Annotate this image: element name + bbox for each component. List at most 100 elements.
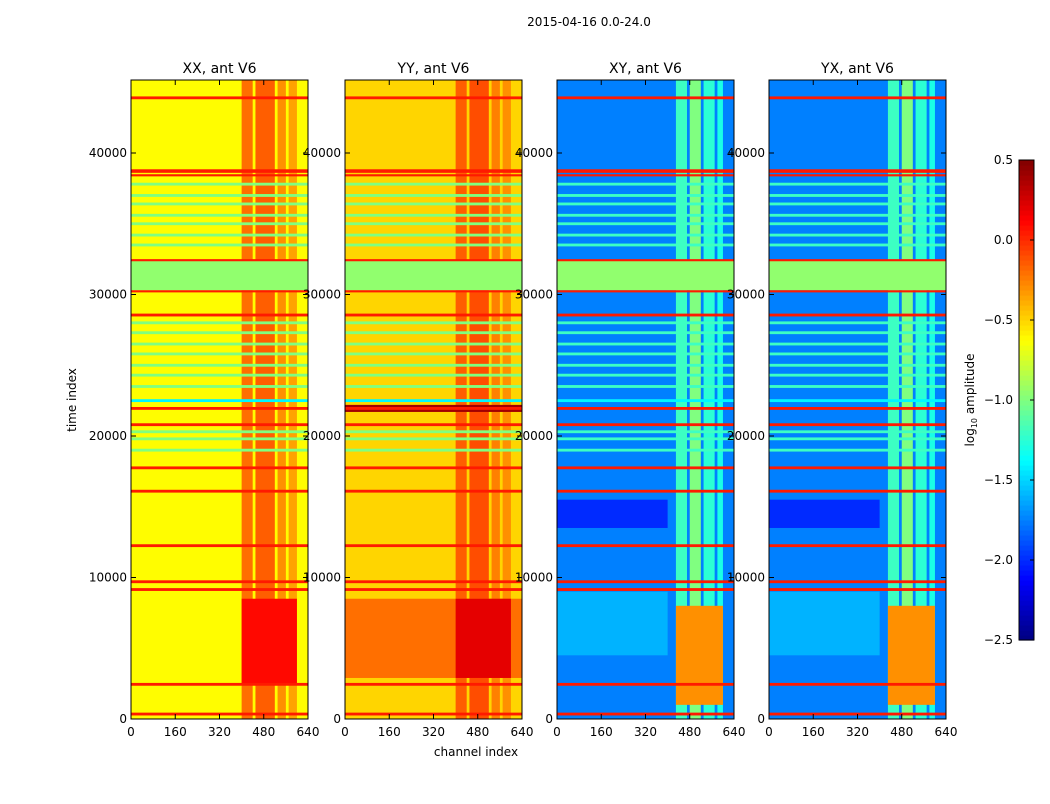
colorbar-segment [1019, 325, 1034, 331]
colorbar-segment [1019, 270, 1034, 276]
time-band [131, 399, 308, 403]
colorbar-segment [1019, 550, 1034, 556]
colorbar-segment [1019, 435, 1034, 441]
colorbar-segment [1019, 380, 1034, 386]
colorbar-segment [1019, 620, 1034, 626]
colorbar-segment [1019, 430, 1034, 436]
x-tick-label: 320 [634, 725, 657, 739]
colorbar-segment [1019, 315, 1034, 321]
time-band [557, 260, 734, 291]
time-band [769, 213, 946, 217]
time-band [769, 260, 946, 291]
colorbar-segment [1019, 220, 1034, 226]
y-axis-label: time index [65, 368, 79, 432]
time-band [131, 169, 308, 173]
time-band [557, 222, 734, 226]
time-band [345, 423, 522, 427]
colorbar-segment [1019, 500, 1034, 506]
colorbar-segment [1019, 595, 1034, 601]
y-tick-label: 40000 [303, 146, 341, 160]
time-band [131, 682, 308, 686]
colorbar-segment [1019, 540, 1034, 546]
time-band [557, 169, 734, 173]
time-band [131, 96, 308, 100]
time-band [557, 588, 734, 591]
time-band [769, 385, 946, 388]
colorbar-segment [1019, 570, 1034, 576]
heatmap-block [557, 499, 668, 528]
colorbar-segment [1019, 585, 1034, 591]
colorbar-segment [1019, 425, 1034, 431]
colorbar-tick-label: −1.0 [984, 393, 1013, 407]
x-tick-label: 640 [935, 725, 958, 739]
colorbar-segment [1019, 445, 1034, 451]
colorbar-segment [1019, 415, 1034, 421]
colorbar-segment [1019, 490, 1034, 496]
time-band [345, 259, 522, 262]
y-tick-label: 0 [119, 712, 127, 726]
y-tick-label: 10000 [303, 571, 341, 585]
x-tick-label: 640 [723, 725, 746, 739]
heatmap-block [241, 598, 297, 684]
y-tick-label: 30000 [727, 288, 765, 302]
time-band [345, 466, 522, 470]
colorbar-segment [1019, 375, 1034, 381]
time-band [769, 222, 946, 226]
colorbar-segment [1019, 560, 1034, 566]
colorbar-segment [1019, 615, 1034, 621]
colorbar-segment [1019, 420, 1034, 426]
time-band [345, 406, 522, 410]
colorbar-segment [1019, 625, 1034, 631]
colorbar-segment [1019, 280, 1034, 286]
time-band [557, 373, 734, 377]
time-band [131, 423, 308, 427]
colorbar-segment [1019, 225, 1034, 231]
time-band [345, 580, 522, 584]
colorbar-tick-label: 0.0 [994, 233, 1013, 247]
y-tick-label: 10000 [89, 571, 127, 585]
time-band [131, 174, 308, 177]
panel-title: XX, ant V6 [183, 61, 257, 77]
colorbar-segment [1019, 250, 1034, 256]
time-band [769, 182, 946, 186]
time-band [345, 243, 522, 247]
y-tick-label: 40000 [515, 146, 553, 160]
time-band [345, 352, 522, 356]
colorbar-segment [1019, 465, 1034, 471]
x-tick-label: 480 [890, 725, 913, 739]
time-band [557, 430, 734, 434]
colorbar-segment [1019, 485, 1034, 491]
time-band [557, 313, 734, 317]
colorbar-segment [1019, 630, 1034, 636]
y-tick-label: 0 [757, 712, 765, 726]
time-band [557, 174, 734, 177]
colorbar-segment [1019, 575, 1034, 581]
x-tick-label: 0 [553, 725, 561, 739]
time-band [131, 194, 308, 197]
time-band [557, 399, 734, 403]
time-band [131, 466, 308, 470]
time-band [769, 423, 946, 427]
time-band [131, 588, 308, 591]
colorbar-tick-label: −2.5 [984, 633, 1013, 647]
time-band [769, 448, 946, 452]
heatmap-block [557, 591, 668, 656]
time-band [131, 321, 308, 325]
colorbar-segment [1019, 360, 1034, 366]
time-band [345, 342, 522, 346]
heatmap-block [887, 605, 935, 705]
colorbar-segment [1019, 555, 1034, 561]
time-band [557, 194, 734, 197]
panel-title: YX, ant V6 [820, 61, 894, 77]
time-band [345, 313, 522, 317]
time-band [345, 430, 522, 434]
colorbar-segment [1019, 320, 1034, 326]
time-band [557, 96, 734, 100]
colorbar-segment [1019, 200, 1034, 206]
time-band [557, 385, 734, 388]
heatmap-panel: XY, ant V6 0 160 320 480 640 0 10000 20000 30000 4… [515, 61, 746, 739]
time-band [557, 363, 734, 367]
x-tick-label: 160 [590, 725, 613, 739]
time-band [345, 169, 522, 173]
